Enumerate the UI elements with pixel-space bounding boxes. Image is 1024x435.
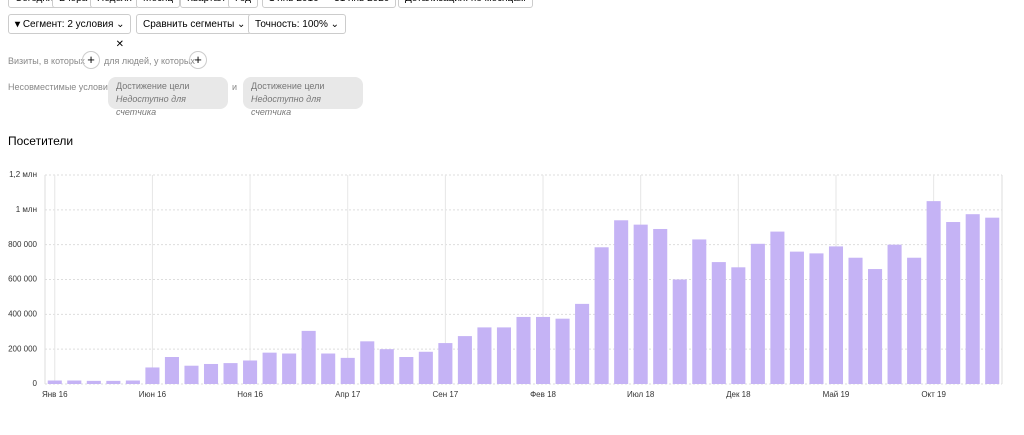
bar <box>692 239 707 384</box>
bar <box>789 251 804 384</box>
bar <box>633 224 648 384</box>
segment-text: Сегмент: 2 условия <box>22 19 114 30</box>
bar <box>457 336 472 384</box>
bar <box>262 352 277 384</box>
bar <box>67 380 82 384</box>
add-people-condition[interactable]: + <box>189 51 207 69</box>
y-tick-label: 200 000 <box>8 344 37 353</box>
chart-title: Посетители <box>8 134 74 148</box>
bar <box>907 257 922 384</box>
y-tick-label: 600 000 <box>8 275 37 284</box>
chip-title: Достижение цели <box>116 81 190 91</box>
chart: 0 200 000 400 000 600 000 800 000 1 млн 1,2 мл… <box>8 170 1003 399</box>
bar <box>282 353 297 384</box>
bar <box>731 267 746 384</box>
x-tick-label: Сен 17 <box>432 390 458 399</box>
segment-button[interactable]: ▾ Сегмент: 2 условия ⌄ ✕ <box>8 14 131 50</box>
y-tick-label: 0 <box>33 379 38 388</box>
date-range[interactable]: 1 янв 2016 — 31 янв 2020 <box>262 0 397 8</box>
bar <box>926 201 941 384</box>
x-tick-label: Дек 18 <box>726 390 751 399</box>
bar <box>321 353 336 384</box>
detail-button[interactable]: Детализация: по месяцам <box>398 0 533 8</box>
bar <box>301 330 316 384</box>
period-button[interactable]: Год <box>228 0 258 8</box>
bar <box>145 367 160 384</box>
accuracy-text: Точность: 100% <box>255 19 328 30</box>
bar <box>653 228 668 384</box>
bar <box>379 349 394 384</box>
bar <box>243 360 258 384</box>
bar <box>887 244 902 384</box>
accuracy-button[interactable]: Точность: 100% ⌄ <box>248 14 347 34</box>
bar <box>360 341 375 384</box>
y-tick-label: 1,2 млн <box>9 170 37 179</box>
x-tick-label: Окт 19 <box>921 390 946 399</box>
bar <box>848 257 863 384</box>
bar <box>516 316 531 384</box>
bar <box>399 357 414 384</box>
bar <box>594 247 609 384</box>
condition-chip[interactable]: Достижение цели Недоступно для счетчика <box>108 77 228 117</box>
bar <box>203 363 219 384</box>
visits-label: Визиты, в которых <box>8 56 85 66</box>
y-tick-label: 800 000 <box>8 240 37 249</box>
bar <box>106 380 121 384</box>
bar <box>614 220 629 384</box>
bar <box>828 246 844 384</box>
compare-text: Сравнить сегменты <box>143 19 235 30</box>
x-tick-label: Янв 16 <box>42 390 68 399</box>
bar <box>868 269 883 384</box>
compare-button[interactable]: Сравнить сегменты ⌄ <box>136 14 253 34</box>
bar <box>672 279 687 384</box>
period-button[interactable]: Неделя <box>90 0 139 8</box>
bar <box>946 222 961 384</box>
bar <box>770 231 785 384</box>
bar <box>496 327 512 384</box>
x-tick-label: Май 19 <box>823 390 850 399</box>
bar <box>125 380 140 384</box>
bar <box>965 214 980 384</box>
bar <box>86 380 101 384</box>
bar <box>184 365 199 384</box>
bar <box>985 217 1000 384</box>
bar <box>438 343 453 384</box>
x-tick-label: Фев 18 <box>530 390 556 399</box>
people-label: для людей, у которых <box>104 56 195 66</box>
period-button[interactable]: Квартал <box>180 0 232 8</box>
and-label: и <box>232 82 238 92</box>
chip-title: Достижение цели <box>251 81 325 91</box>
bar <box>223 363 238 384</box>
chip-note: Недоступно для счетчика <box>116 94 186 117</box>
period-button[interactable]: Вчера <box>52 0 95 8</box>
y-tick-label: 400 000 <box>8 309 37 318</box>
x-tick-label: Ноя 16 <box>237 390 263 399</box>
condition-chip[interactable]: Достижение цели Недоступно для счетчика <box>243 77 363 117</box>
bar <box>711 262 726 384</box>
chip-note: Недоступно для счетчика <box>251 94 321 117</box>
period-button[interactable]: Месяц <box>136 0 181 8</box>
add-visit-condition[interactable]: + <box>82 51 100 69</box>
bar <box>535 316 551 384</box>
bar <box>164 357 179 384</box>
bar <box>575 303 590 384</box>
y-tick-label: 1 млн <box>16 205 37 214</box>
bar <box>418 351 433 384</box>
bar <box>340 357 355 384</box>
x-tick-label: Июл 18 <box>627 390 655 399</box>
incompatible-label: Несовместимые условия: <box>8 82 116 92</box>
bar <box>809 253 824 384</box>
bar <box>477 327 492 384</box>
bar <box>750 243 765 384</box>
bar <box>47 380 62 384</box>
bar <box>555 318 570 384</box>
x-tick-label: Апр 17 <box>335 390 361 399</box>
x-tick-label: Июн 16 <box>139 390 167 399</box>
